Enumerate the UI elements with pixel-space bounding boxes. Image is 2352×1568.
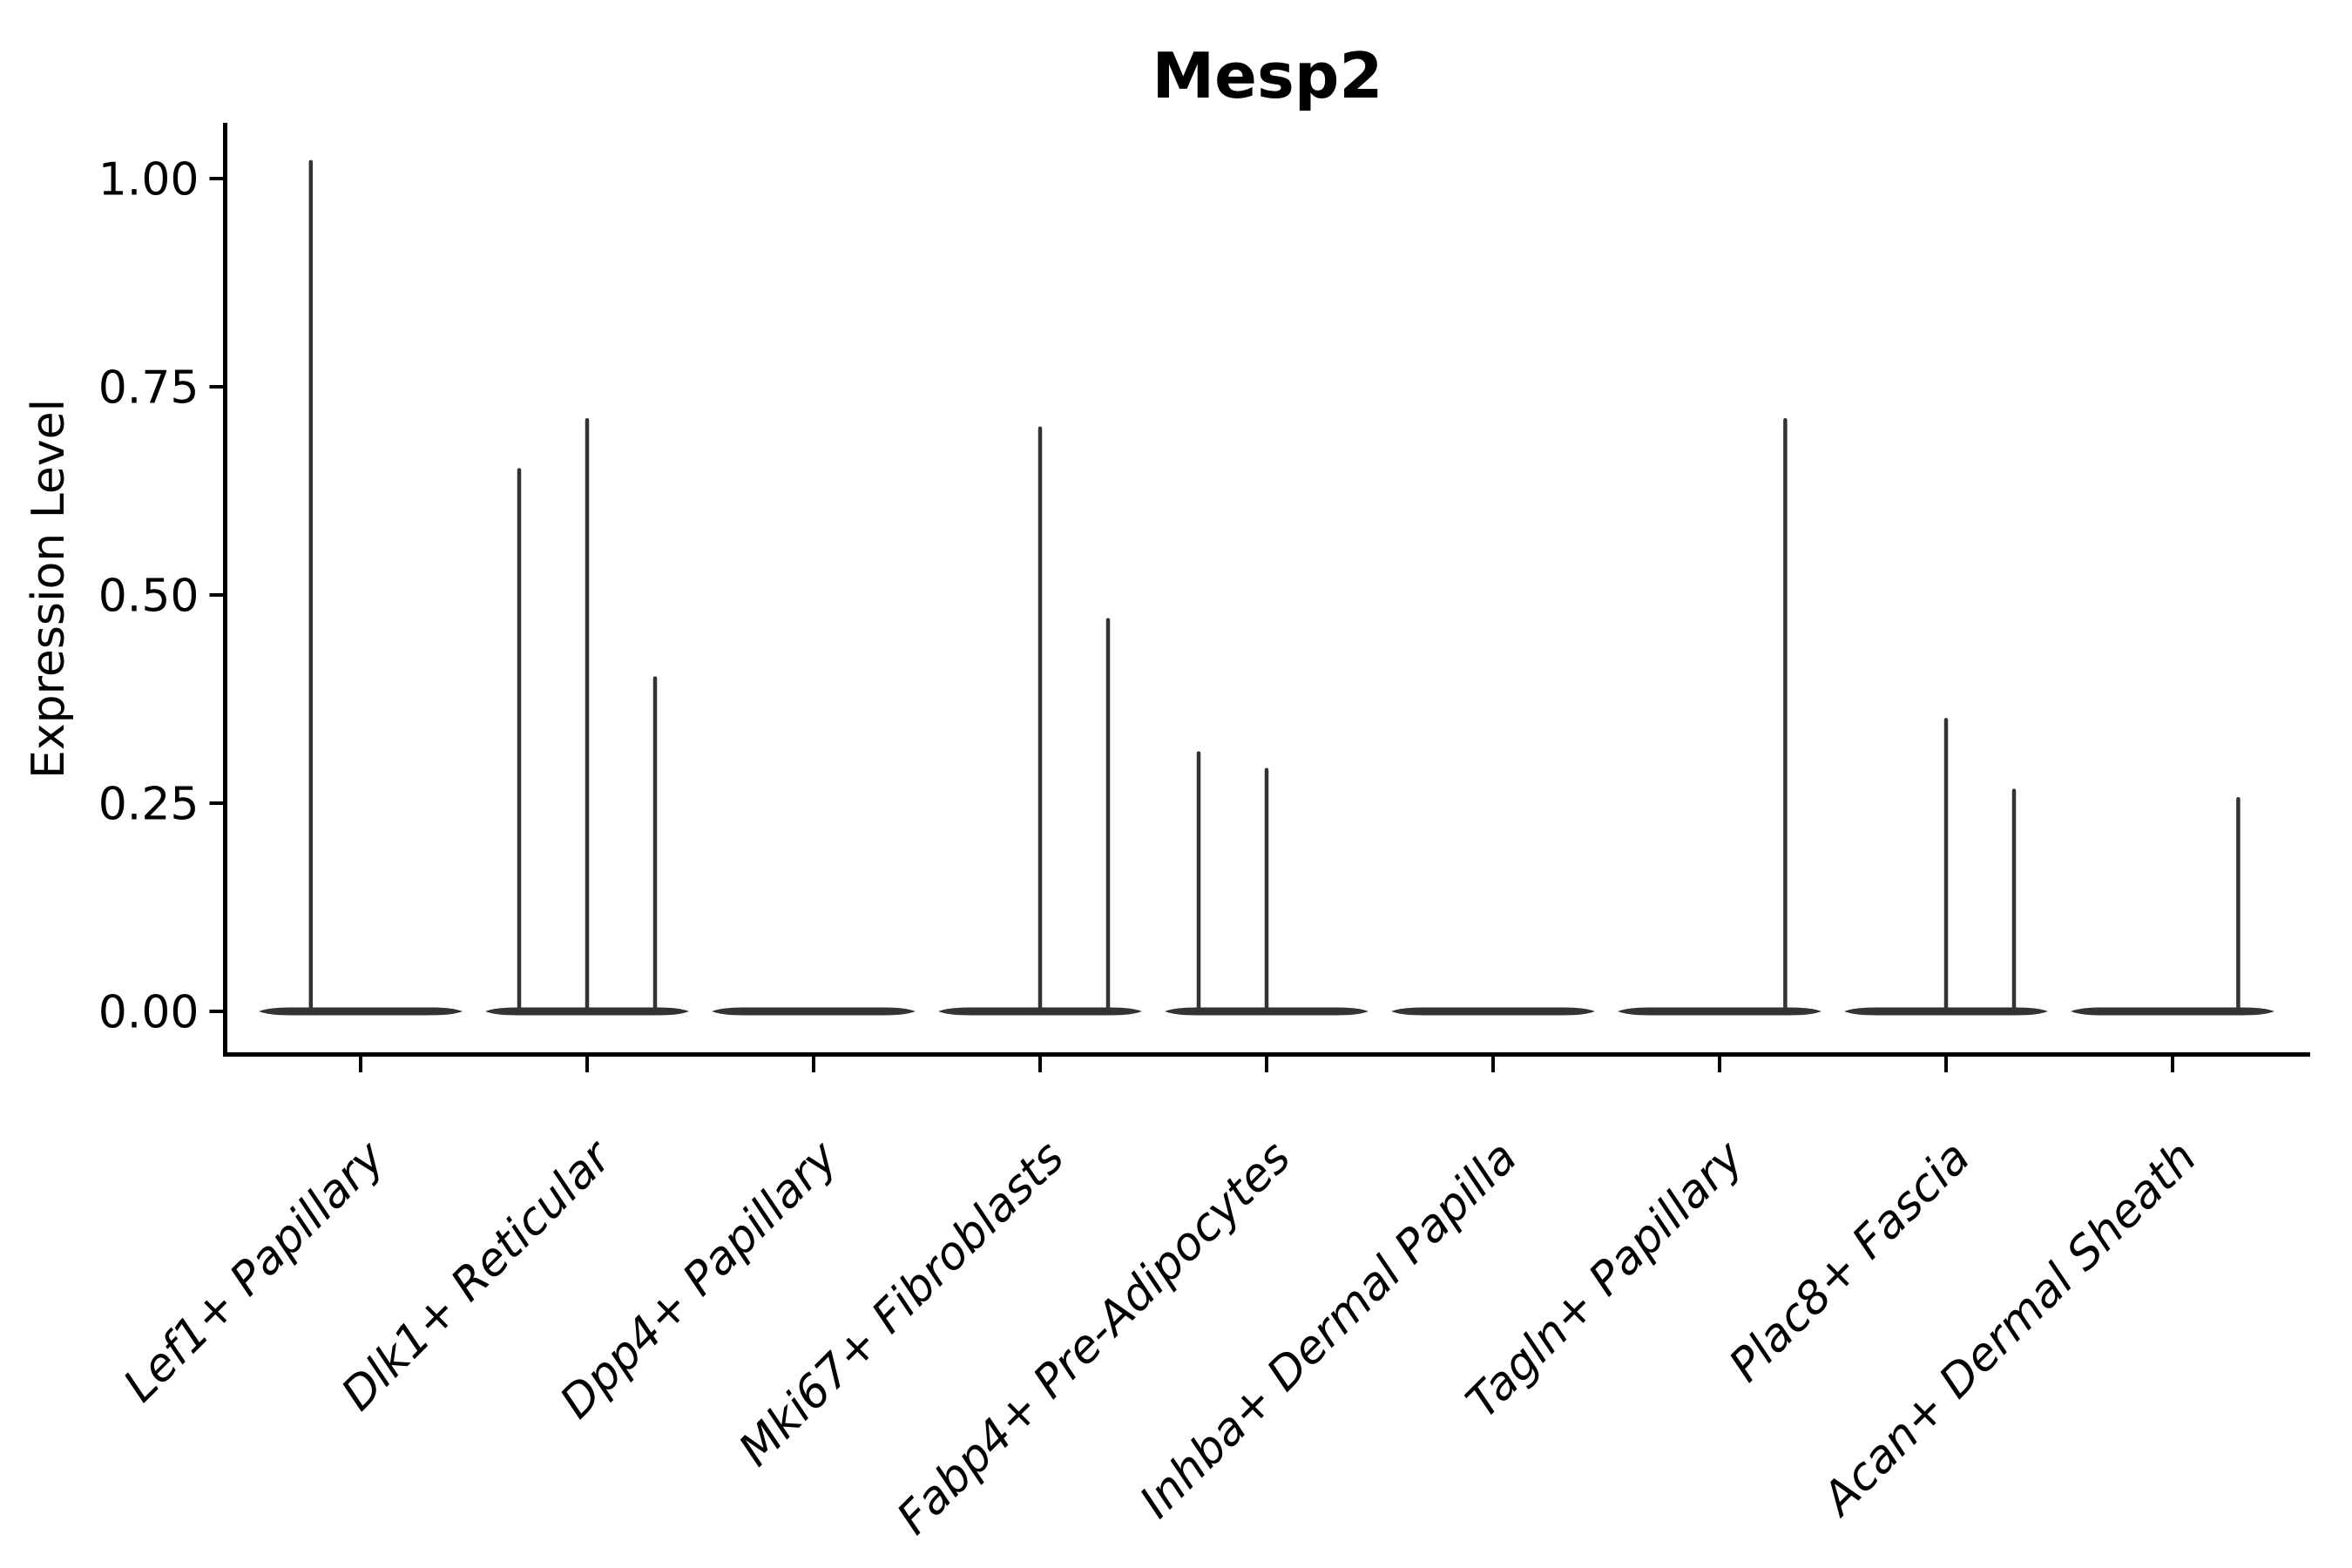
violins: [259, 159, 2274, 1016]
violin-body: [1391, 1007, 1595, 1016]
y-tick-label: 0.25: [98, 779, 199, 831]
violin-body: [1618, 1007, 1821, 1016]
chart-title: Mesp2: [1152, 39, 1383, 112]
violin-body: [2071, 1007, 2274, 1016]
violin-body: [712, 1007, 916, 1016]
violin-body: [259, 1007, 463, 1016]
y-axis-label: Expression Level: [23, 399, 75, 779]
y-tick-label: 1.00: [98, 154, 199, 206]
y-tick-label: 0.50: [98, 571, 199, 623]
y-tick-label: 0.00: [98, 987, 199, 1039]
y-tick-label: 0.75: [98, 362, 199, 415]
